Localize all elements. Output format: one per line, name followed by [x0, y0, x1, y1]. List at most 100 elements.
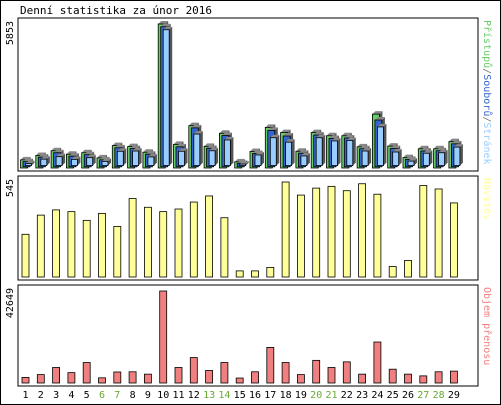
bar-volume-13 — [205, 370, 214, 384]
bar-hits-1-24-top — [374, 117, 385, 121]
bar-visits-25 — [388, 266, 397, 278]
x-tick-25: 25 — [387, 390, 399, 401]
bar-hits-2-5-side — [92, 154, 96, 166]
bar-volume-4 — [67, 372, 76, 384]
bar-hits-2-19-side — [306, 152, 310, 166]
panel-hits — [17, 17, 479, 172]
bar-hits-2-18-side — [291, 139, 295, 166]
bar-visits-9 — [143, 206, 152, 278]
bar-hits-2-2-top — [40, 156, 50, 160]
bar-hits-2-29-top — [453, 144, 463, 148]
bar-hits-2-5-top — [86, 154, 96, 158]
bar-visits-16 — [251, 270, 259, 278]
legend-hits: Přístupů/Souborů/Stránek — [481, 20, 493, 165]
bar-hits-2-2 — [40, 158, 48, 167]
bar-hits-2-25 — [392, 151, 400, 166]
bar-hits-2-2-side — [46, 156, 50, 166]
bar-visits-27 — [419, 185, 428, 278]
bar-visits-11 — [174, 208, 183, 278]
bar-hits-2-26 — [407, 160, 415, 166]
bar-hits-2-18-top — [285, 139, 295, 143]
x-tick-22: 22 — [341, 390, 353, 401]
bar-visits-22 — [342, 190, 351, 278]
bar-visits-29 — [449, 202, 458, 278]
x-tick-28: 28 — [433, 390, 445, 401]
bar-hits-1-20-top — [313, 132, 324, 136]
bar-hits-2-21-top — [331, 137, 341, 141]
legend-entry-hits-0: Přístupů — [481, 20, 493, 68]
bar-hits-2-7 — [116, 150, 124, 166]
bar-hits-2-5 — [86, 157, 94, 167]
x-tick-9: 9 — [145, 390, 151, 401]
bar-hits-2-26-side — [414, 158, 417, 166]
bar-volume-5 — [82, 362, 91, 384]
bar-volume-28 — [434, 371, 443, 384]
bar-volume-10 — [159, 290, 168, 384]
bar-hits-2-28-top — [438, 149, 448, 153]
bar-hits-1-11-top — [176, 143, 186, 147]
bar-volume-8 — [128, 371, 137, 384]
bar-visits-5 — [82, 219, 91, 278]
x-tick-4: 4 — [68, 390, 74, 401]
bar-hits-2-3-side — [62, 153, 66, 166]
bar-hits-2-10 — [162, 29, 170, 166]
bar-hits-2-24-top — [377, 123, 387, 127]
bar-hits-2-26-top — [408, 158, 417, 162]
bar-hits-2-28 — [438, 152, 446, 166]
bar-hits-2-8-top — [132, 148, 142, 152]
bar-hits-0-10-top — [158, 21, 169, 24]
x-tick-14: 14 — [218, 390, 230, 401]
bar-hits-1-22-top — [344, 134, 355, 138]
bar-visits-14 — [220, 217, 229, 278]
x-tick-12: 12 — [188, 390, 200, 401]
bar-hits-2-22-top — [346, 137, 356, 141]
bar-visits-21 — [327, 185, 336, 278]
bar-hits-2-24 — [376, 126, 384, 166]
bar-hits-1-7-top — [114, 144, 125, 148]
x-tick-19: 19 — [295, 390, 307, 401]
bar-hits-2-21-side — [337, 137, 341, 166]
legend-entry-visits-0: Návštěv — [481, 178, 493, 220]
bar-hits-2-23-top — [362, 148, 372, 152]
x-tick-8: 8 — [130, 390, 136, 401]
bar-visits-8 — [128, 198, 137, 278]
bar-visits-1 — [21, 233, 30, 278]
bar-hits-0-24-top — [372, 111, 383, 115]
bar-hits-2-11-top — [178, 148, 188, 152]
bar-volume-11 — [174, 367, 183, 384]
bar-hits-1-18-top — [283, 133, 294, 137]
bar-hits-1-25-top — [390, 145, 401, 149]
x-tick-5: 5 — [84, 390, 90, 401]
bar-hits-2-6-top — [102, 158, 111, 162]
bar-volume-26 — [404, 373, 412, 384]
bar-hits-2-20 — [315, 137, 323, 167]
bar-hits-2-9 — [147, 156, 155, 167]
bar-hits-1-13-top — [206, 145, 217, 149]
bar-visits-4 — [67, 211, 76, 278]
bar-volume-18 — [281, 362, 290, 384]
x-tick-1: 1 — [22, 390, 28, 401]
x-tick-3: 3 — [53, 390, 59, 401]
bar-hits-2-10-top — [163, 26, 173, 30]
bar-hits-2-1-side — [31, 160, 35, 166]
x-tick-20: 20 — [310, 390, 322, 401]
bar-visits-2 — [36, 214, 45, 278]
bar-hits-1-19-top — [298, 150, 309, 154]
legend-entry-hits-2: Souborů — [481, 74, 493, 116]
bar-hits-2-14-top — [224, 136, 234, 140]
bar-hits-1-8-top — [130, 145, 141, 149]
bar-hits-2-19 — [300, 155, 308, 166]
bar-visits-18 — [281, 181, 290, 278]
x-tick-26: 26 — [402, 390, 414, 401]
bar-hits-2-17-side — [276, 134, 280, 166]
x-tick-2: 2 — [38, 390, 44, 401]
bar-hits-2-11 — [178, 150, 185, 166]
legend-entry-volume-0: Objem přenosu — [481, 287, 493, 365]
bar-hits-2-12 — [193, 133, 201, 167]
legend-visits: Návštěv — [481, 178, 493, 220]
x-tick-21: 21 — [325, 390, 337, 401]
bar-hits-2-6-side — [108, 158, 111, 166]
bar-hits-0-21-top — [326, 132, 337, 136]
x-tick-18: 18 — [280, 390, 292, 401]
